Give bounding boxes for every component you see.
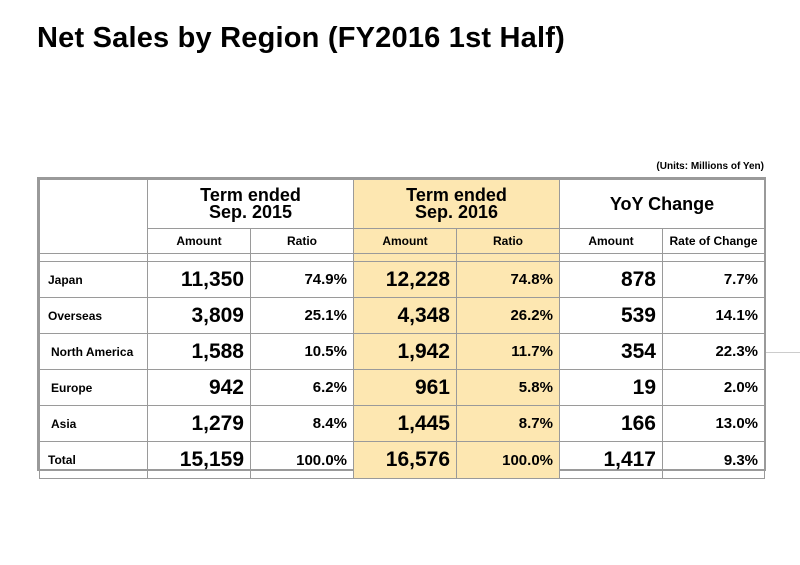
header-term-2016: Term ended Sep. 2016 — [353, 179, 560, 229]
yoy-rate-cell: 2.0% — [661, 369, 766, 406]
header-ratio-2015: Ratio — [250, 228, 354, 254]
header-ratio-2016: Ratio — [456, 228, 560, 254]
yoy-amount-cell: 354 — [559, 333, 663, 370]
amount-2015-cell: 11,350 — [147, 261, 251, 298]
units-note: (Units: Millions of Yen) — [656, 161, 764, 172]
ratio-2016-cell: 11.7% — [456, 333, 560, 370]
amount-2015-cell: 942 — [147, 369, 251, 406]
yoy-amount-cell: 19 — [559, 369, 663, 406]
row-label: Japan — [39, 261, 148, 298]
header-corner-cell — [39, 179, 148, 254]
yoy-amount-cell: 1,417 — [559, 441, 663, 479]
table-row-north-america: North America 1,588 10.5% 1,942 11.7% 35… — [39, 333, 766, 370]
ratio-2015-cell: 10.5% — [250, 333, 354, 370]
amount-2016-cell: 1,445 — [353, 405, 457, 442]
table-row-total: Total 15,159 100.0% 16,576 100.0% 1,417 … — [39, 441, 766, 479]
sales-table: Term ended Sep. 2015 Term ended Sep. 201… — [39, 179, 766, 479]
amount-2016-cell: 16,576 — [353, 441, 457, 479]
table-row-japan: Japan 11,350 74.9% 12,228 74.8% 878 7.7% — [39, 261, 766, 298]
ratio-2016-cell: 8.7% — [456, 405, 560, 442]
spacer-cell — [250, 253, 354, 262]
yoy-amount-cell: 878 — [559, 261, 663, 298]
amount-2016-cell: 961 — [353, 369, 457, 406]
amount-2016-cell: 12,228 — [353, 261, 457, 298]
amount-2015-cell: 1,279 — [147, 405, 251, 442]
ratio-2016-cell: 5.8% — [456, 369, 560, 406]
yoy-rate-cell: 9.3% — [661, 441, 766, 479]
ratio-2016-cell: 26.2% — [456, 297, 560, 334]
spacer-cell — [147, 253, 251, 262]
yoy-rate-cell: 13.0% — [661, 405, 766, 442]
amount-2015-cell: 15,159 — [147, 441, 251, 479]
table-row-overseas: Overseas 3,809 25.1% 4,348 26.2% 539 14.… — [39, 297, 766, 334]
header-rate-of-change: Rate of Change — [661, 228, 766, 254]
ratio-2015-cell: 100.0% — [250, 441, 354, 479]
yoy-rate-cell: 14.1% — [661, 297, 766, 334]
amount-2015-cell: 3,809 — [147, 297, 251, 334]
header-yoy-change: YoY Change — [558, 179, 766, 229]
page-title: Net Sales by Region (FY2016 1st Half) — [37, 22, 565, 54]
sales-table-frame: Term ended Sep. 2015 Term ended Sep. 201… — [37, 177, 766, 479]
ratio-2016-cell: 100.0% — [456, 441, 560, 479]
header-yoy-amount: Amount — [559, 228, 663, 254]
header-row-groups: Term ended Sep. 2015 Term ended Sep. 201… — [39, 179, 766, 254]
ratio-2015-cell: 8.4% — [250, 405, 354, 442]
header-row-sub: Amount Ratio Amount Ratio Amount Rate of… — [40, 228, 766, 254]
table-row-asia: Asia 1,279 8.4% 1,445 8.7% 166 13.0% — [39, 405, 766, 442]
amount-2016-cell: 4,348 — [353, 297, 457, 334]
spacer-cell — [661, 253, 766, 262]
ratio-2016-cell: 74.8% — [456, 261, 560, 298]
spacer-cell — [456, 253, 560, 262]
row-label: Overseas — [39, 297, 148, 334]
yoy-amount-cell: 166 — [559, 405, 663, 442]
header-amount-2016: Amount — [353, 228, 457, 254]
spacer-row — [39, 253, 766, 262]
row-label: Total — [39, 441, 148, 479]
ratio-2015-cell: 6.2% — [250, 369, 354, 406]
row-label: Europe — [39, 369, 148, 406]
spacer-cell — [39, 253, 148, 262]
header-term-2016-label: Term ended Sep. 2016 — [406, 185, 507, 222]
table-row-europe: Europe 942 6.2% 961 5.8% 19 2.0% — [39, 369, 766, 406]
spacer-cell — [559, 253, 663, 262]
header-term-2015-label: Term ended Sep. 2015 — [200, 185, 301, 222]
amount-2016-cell: 1,942 — [353, 333, 457, 370]
yoy-rate-cell: 7.7% — [661, 261, 766, 298]
ratio-2015-cell: 74.9% — [250, 261, 354, 298]
yoy-rate-cell: 22.3% — [661, 333, 766, 370]
spacer-cell — [353, 253, 457, 262]
row-label: Asia — [39, 405, 148, 442]
row-label: North America — [39, 333, 148, 370]
divider-line — [766, 352, 800, 353]
header-amount-2015: Amount — [147, 228, 251, 254]
yoy-amount-cell: 539 — [559, 297, 663, 334]
ratio-2015-cell: 25.1% — [250, 297, 354, 334]
header-term-2015: Term ended Sep. 2015 — [147, 179, 354, 229]
amount-2015-cell: 1,588 — [147, 333, 251, 370]
